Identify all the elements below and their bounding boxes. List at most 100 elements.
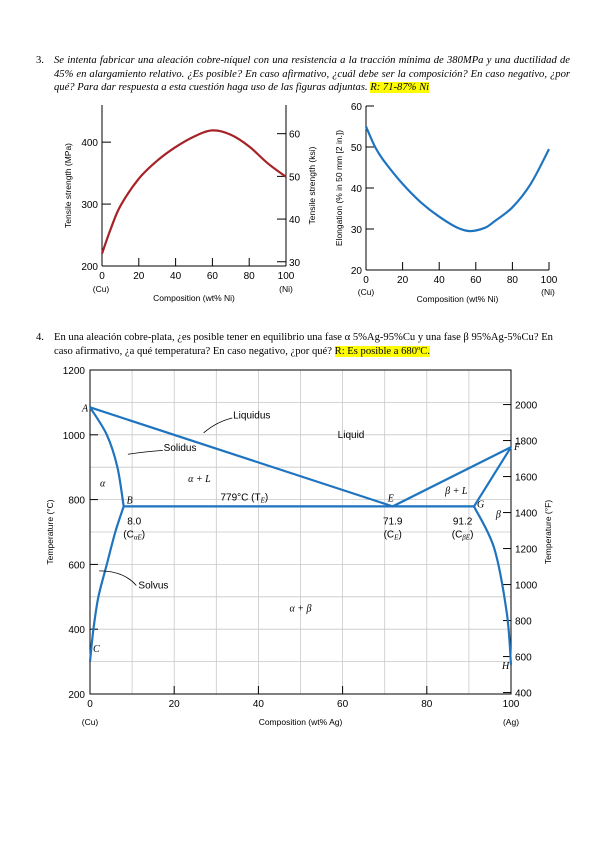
solidus-label: Solidus [164,443,197,454]
answer-highlight: R: 71-87% Ni [370,82,430,94]
x-tick-label: 100 [541,275,558,286]
y-right-tick-label: 2000 [515,401,538,412]
x-tick-label: 80 [421,699,433,710]
x-tick-label: 0 [87,699,93,710]
x-tick-label: 40 [434,275,446,286]
y-tick-label: 600 [68,560,85,571]
x-end-label-left: (Cu) [93,284,110,294]
x-tick-label: 60 [470,275,482,286]
x-tick-label: 20 [397,275,409,286]
question-text: En una aleación cobre-plata, ¿es posible… [54,332,553,357]
phase-line [473,446,512,507]
x-tick-label: 60 [337,699,349,710]
question-text: Se intenta fabricar una aleación cobre-n… [54,55,570,94]
x-tick-label: 60 [207,271,219,282]
plot-frame [89,369,512,695]
elongation-curve [364,126,550,233]
y-tick-label: 200 [68,690,85,701]
x-tick-label: 80 [507,275,519,286]
phase-line [88,506,125,662]
x-end-label-right: (Ni) [279,284,293,294]
y-right-tick-label: 40 [289,215,301,226]
c-beta-e-value: 91.2 [453,516,473,527]
region-beta: β [495,509,501,520]
y-right-tick-label: 1200 [515,545,538,556]
point-label-h: H [501,661,510,672]
y-tick-label: 60 [351,102,363,113]
question-number: 4. [36,332,44,343]
x-axis-label: Composition (wt% Ni) [417,294,499,304]
y-right-tick-label: 800 [515,617,532,628]
eutectic-temperature-label: 779°C (TE) [221,492,269,504]
x-end-label-left: (Cu) [358,287,375,297]
y-right-tick-label: 1600 [515,473,538,484]
y-tick-label: 30 [351,225,363,236]
phase-line [89,406,125,507]
y-right-axis-label: Tensile strength (ksi) [307,146,317,224]
x-axis-label: Composition (wt% Ni) [153,293,235,303]
x-tick-label: 20 [169,699,181,710]
y-right-tick-label: 1400 [515,509,538,520]
y-right-tick-label: 60 [289,130,301,141]
region-alpha-liquid: α + L [188,474,211,485]
point-label-f: F [513,442,521,453]
c-e-label: (CE) [384,529,402,541]
y-right-tick-label: 1800 [515,437,538,448]
y-right-tick-label: 1000 [515,581,538,592]
x-end-label-right: (Ni) [541,287,555,297]
point-label-g: G [477,499,484,510]
y-tick-label: 300 [81,200,98,211]
region-alpha: α [100,479,106,490]
y-tick-label: 1200 [63,366,86,377]
c-beta-e-label: (CβE) [452,529,474,541]
x-tick-label: 40 [170,271,182,282]
y-tick-label: 200 [81,262,98,273]
y-tick-label: 400 [81,138,98,149]
y-tick-label: 40 [351,184,363,195]
point-label-c: C [93,644,100,655]
x-axis-label: Composition (wt% Ag) [259,717,343,727]
point-label-b: B [127,495,133,506]
answer-highlight: R: Es posible a 680ºC. [334,345,431,357]
x-end-label-right: (Ag) [503,717,519,727]
point-label-e: E [387,493,394,504]
x-tick-label: 0 [363,275,369,286]
phase-line [473,505,513,665]
y-tick-label: 20 [351,266,363,277]
x-tick-label: 20 [133,271,145,282]
y-right-tick-label: 30 [289,258,301,269]
x-tick-label: 100 [278,271,295,282]
solvus-label: Solvus [138,581,168,592]
y-axis-label: Temperature (°C) [45,499,55,564]
y-right-tick-label: 600 [515,653,532,664]
point-label-a: A [81,403,89,414]
y-tick-label: 50 [351,143,363,154]
x-tick-label: 0 [99,271,105,282]
solvus-leader [99,570,137,586]
c-alpha-e-label: (CαE) [123,529,145,541]
y-tick-label: 400 [68,625,85,636]
tensile-strength-curve [100,129,287,254]
region-liquid: Liquid [338,430,365,441]
y-right-tick-label: 50 [289,172,301,183]
y-axis-label: Elongation (% in 50 mm [2 in.]) [334,130,344,246]
y-tick-label: 1000 [63,431,86,442]
x-tick-label: 80 [244,271,256,282]
c-alpha-e-value: 8.0 [127,516,141,527]
region-beta-liquid: β + L [444,486,468,497]
solidus-leader [127,449,163,455]
y-right-tick-label: 400 [515,689,532,700]
x-end-label-left: (Cu) [82,717,99,727]
liquidus-leader [203,417,233,434]
region-alpha-beta: α + β [290,603,312,614]
x-tick-label: 40 [253,699,265,710]
y-axis-label: Tensile strength (MPa) [63,143,73,228]
liquidus-label: Liquidus [233,411,270,422]
c-e-value: 71.9 [383,516,403,527]
question-number: 3. [36,55,44,66]
y-tick-label: 800 [68,496,85,507]
y-right-axis-label: Temperature (°F) [543,500,553,565]
